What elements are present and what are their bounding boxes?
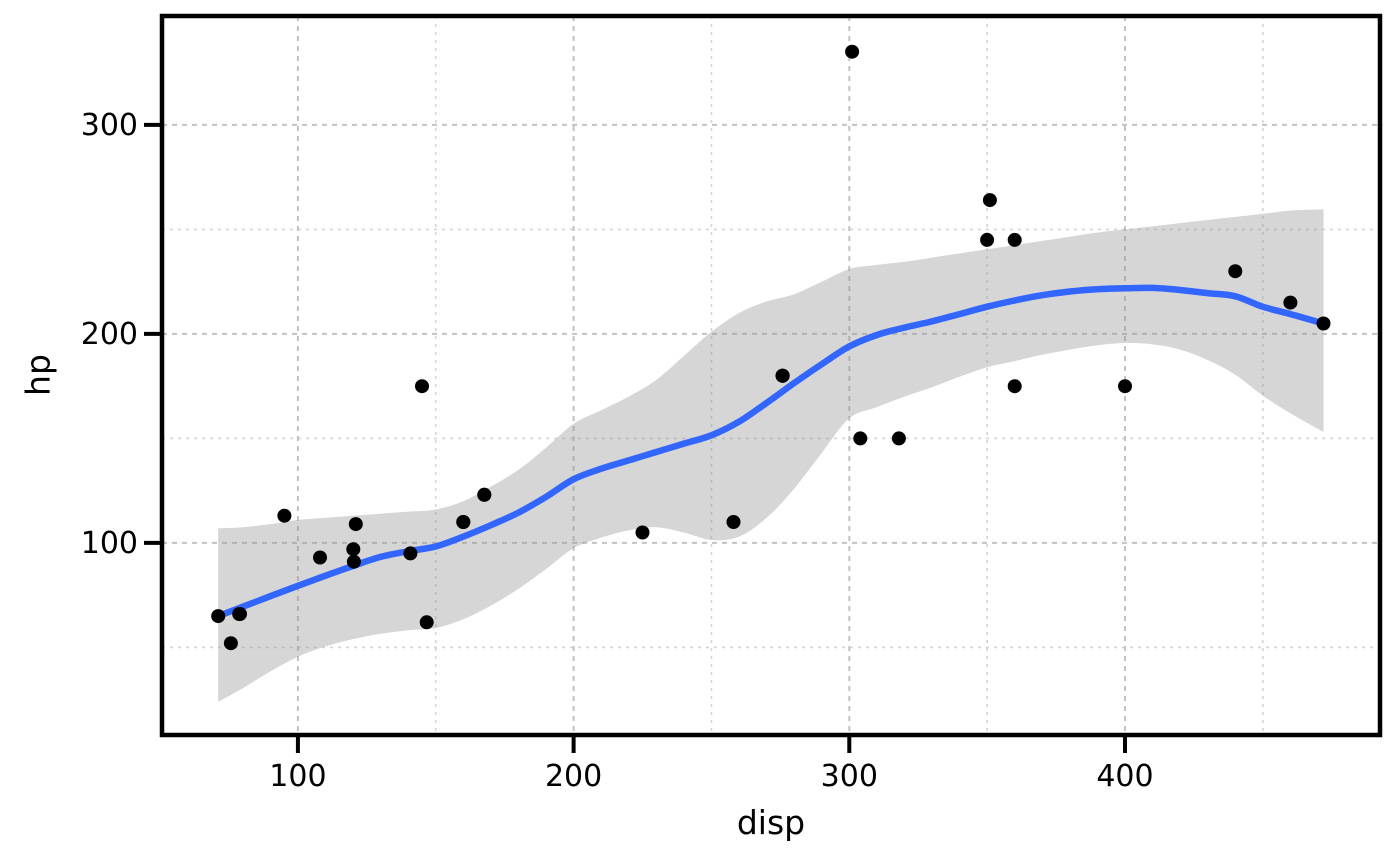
- y-tick-label: 200: [81, 317, 138, 352]
- confidence-ribbon: [218, 209, 1324, 702]
- data-point: [1007, 379, 1022, 394]
- x-tick-label: 200: [545, 759, 602, 794]
- data-point: [419, 615, 434, 630]
- axis-tick-labels: 100 200 300 400 100 200 300: [81, 108, 1154, 794]
- data-point: [456, 515, 471, 529]
- data-point: [980, 232, 995, 247]
- grid-minor-lines: [162, 16, 1380, 735]
- x-tick-label: 100: [269, 759, 326, 794]
- y-axis-title: hp: [18, 354, 58, 396]
- data-point: [1118, 379, 1132, 394]
- data-point: [477, 487, 492, 502]
- loess-smooth-line: [214, 284, 1327, 620]
- y-tick-label: 300: [81, 108, 138, 143]
- loess-curve: [214, 284, 1327, 620]
- data-point: [348, 517, 363, 532]
- confidence-ribbon-area: [218, 209, 1324, 702]
- axis-tick-marks: [144, 122, 1127, 753]
- data-point: [1283, 295, 1298, 310]
- data-point: [1007, 232, 1022, 247]
- scatter-points: [211, 44, 1331, 651]
- panel-border: [159, 13, 1383, 738]
- grid-major-lines: [162, 16, 1380, 735]
- data-point: [726, 515, 741, 529]
- data-point: [891, 431, 906, 446]
- data-point: [635, 525, 650, 540]
- data-point: [775, 368, 790, 383]
- data-point: [211, 609, 226, 624]
- data-point: [277, 508, 292, 523]
- data-point: [1316, 316, 1331, 331]
- data-point: [313, 550, 327, 565]
- data-point: [233, 607, 247, 621]
- x-tick-label: 400: [1096, 759, 1153, 794]
- data-point: [853, 431, 868, 446]
- y-tick-label: 100: [81, 526, 138, 561]
- data-point: [415, 379, 429, 394]
- data-point: [1228, 264, 1243, 279]
- x-axis-title: disp: [736, 803, 806, 842]
- panel-border-rect: [159, 13, 1383, 738]
- data-point: [403, 546, 418, 561]
- data-point: [346, 554, 361, 569]
- data-point: [845, 44, 860, 59]
- x-tick-label: 300: [821, 759, 878, 794]
- data-point: [982, 193, 997, 208]
- data-point: [346, 542, 361, 557]
- data-point: [223, 636, 238, 651]
